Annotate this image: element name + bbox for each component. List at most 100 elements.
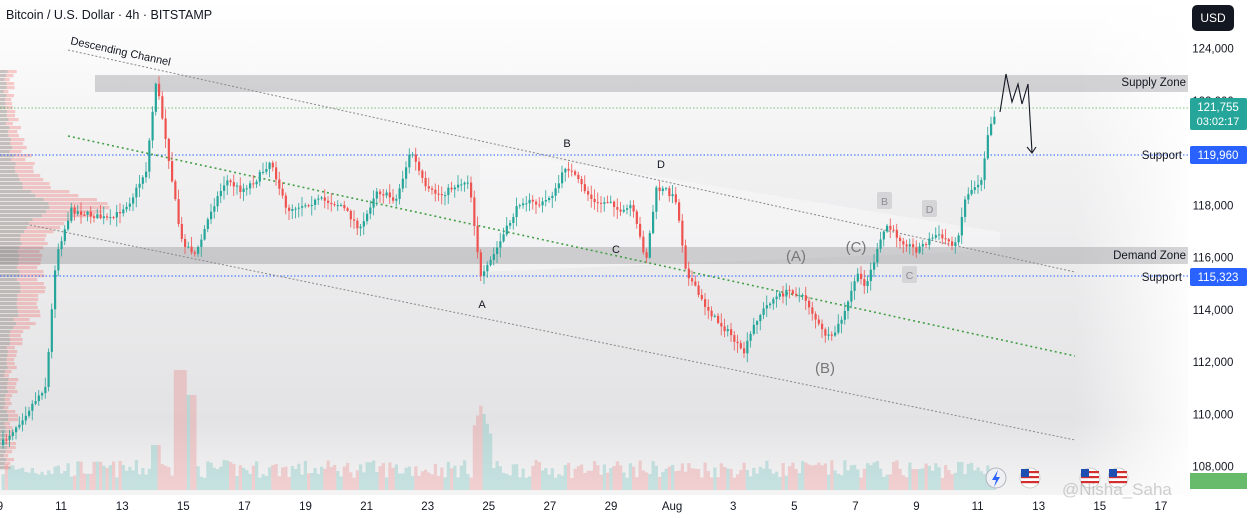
volume-bar bbox=[339, 476, 343, 490]
candle-body bbox=[174, 181, 177, 200]
profile-bar-up bbox=[0, 426, 6, 430]
profile-bar bbox=[0, 122, 13, 126]
candle-body bbox=[67, 220, 70, 230]
candle-body bbox=[21, 420, 24, 425]
volume-bar bbox=[944, 465, 948, 490]
candle-body bbox=[54, 270, 57, 310]
candle-body bbox=[866, 281, 869, 287]
candle-body bbox=[24, 415, 27, 421]
candle-body bbox=[973, 187, 976, 190]
profile-bar bbox=[0, 394, 13, 398]
profile-bar-up bbox=[0, 334, 10, 338]
candle-body bbox=[782, 293, 785, 297]
volume-bar bbox=[118, 460, 122, 490]
volume-bar bbox=[957, 462, 961, 490]
profile-bar-up bbox=[0, 266, 17, 270]
profile-bar-up bbox=[0, 278, 17, 282]
support-badge-lower-value: 115,323 bbox=[1198, 272, 1239, 284]
profile-bar-up bbox=[0, 322, 17, 326]
volume-bar bbox=[521, 468, 525, 490]
candle-body bbox=[951, 241, 954, 246]
volume-bar bbox=[716, 477, 720, 490]
volume-bar bbox=[372, 460, 376, 490]
volume-bar bbox=[537, 461, 541, 490]
candle-body bbox=[609, 201, 612, 203]
volume-bar bbox=[342, 466, 346, 490]
profile-bar-up bbox=[0, 106, 6, 110]
currency-button[interactable]: USD bbox=[1192, 5, 1234, 31]
candle-body bbox=[424, 177, 427, 187]
candle-body bbox=[492, 254, 495, 260]
volume-bar bbox=[440, 467, 444, 490]
profile-bar bbox=[0, 374, 9, 378]
candle-body bbox=[418, 161, 421, 171]
candle-body bbox=[801, 295, 804, 297]
wave-label-paren-a: (A) bbox=[786, 248, 806, 265]
profile-bar bbox=[0, 390, 18, 394]
volume-bar bbox=[628, 463, 632, 490]
candle-body bbox=[548, 197, 551, 201]
volume-bar bbox=[199, 476, 203, 490]
candle-body bbox=[645, 252, 648, 258]
volume-bar bbox=[593, 461, 597, 490]
candle-body bbox=[613, 201, 616, 208]
volume-bar bbox=[333, 464, 337, 490]
price-axis[interactable] bbox=[1188, 0, 1255, 518]
candle-body bbox=[843, 310, 846, 320]
candle-body bbox=[895, 229, 898, 238]
us-flag-icon[interactable] bbox=[1107, 467, 1129, 489]
candle-body bbox=[830, 334, 833, 336]
volume-bar bbox=[229, 462, 233, 490]
volume-bar bbox=[66, 463, 70, 490]
volume-bar bbox=[82, 473, 86, 490]
volume-bar bbox=[355, 470, 359, 490]
volume-bar bbox=[290, 466, 294, 490]
volume-bar bbox=[34, 473, 38, 490]
wave-label-paren-b: (B) bbox=[815, 360, 835, 377]
volume-bar bbox=[674, 471, 678, 490]
candle-body bbox=[694, 281, 697, 286]
volume-bar bbox=[303, 460, 307, 490]
candle-body bbox=[525, 203, 528, 205]
profile-bar bbox=[0, 350, 18, 354]
candle-body bbox=[411, 154, 414, 156]
profile-bar bbox=[0, 138, 25, 142]
profile-bar-up bbox=[0, 354, 8, 358]
profile-bar bbox=[0, 294, 39, 298]
candle-body bbox=[460, 184, 463, 186]
candle-body bbox=[333, 204, 336, 206]
profile-bar bbox=[0, 194, 79, 198]
us-flag-icon[interactable] bbox=[1079, 467, 1101, 489]
volume-bar bbox=[615, 461, 619, 490]
volume-bar bbox=[807, 464, 811, 490]
profile-bar-up bbox=[0, 166, 15, 170]
volume-bar bbox=[433, 463, 437, 490]
y-tick-label: 124,000 bbox=[1192, 44, 1234, 56]
profile-bar-up bbox=[0, 102, 6, 106]
candle-body bbox=[629, 205, 632, 209]
volume-bar bbox=[498, 466, 502, 490]
x-tick-label: 27 bbox=[544, 501, 557, 513]
volume-bar bbox=[706, 471, 710, 490]
volume-bar bbox=[365, 462, 369, 490]
candle-body bbox=[232, 182, 235, 187]
us-flag-icon[interactable] bbox=[1019, 467, 1041, 489]
profile-bar-up bbox=[0, 450, 6, 454]
profile-bar-up bbox=[0, 338, 11, 342]
flash-icon[interactable] bbox=[985, 467, 1007, 489]
wave-label-b: B bbox=[563, 138, 570, 150]
profile-bar bbox=[0, 130, 18, 134]
volume-profile bbox=[0, 70, 110, 470]
volume-bar bbox=[368, 462, 372, 490]
candle-body bbox=[327, 200, 330, 203]
volume-bar bbox=[407, 466, 411, 490]
volume-bar bbox=[138, 474, 142, 490]
candle-body bbox=[236, 185, 239, 187]
candle-body bbox=[213, 206, 216, 212]
volume-bar bbox=[63, 470, 67, 490]
volume-bar bbox=[151, 445, 155, 490]
candle-body bbox=[775, 296, 778, 300]
volume-bar bbox=[729, 468, 733, 490]
candle-body bbox=[275, 167, 278, 180]
